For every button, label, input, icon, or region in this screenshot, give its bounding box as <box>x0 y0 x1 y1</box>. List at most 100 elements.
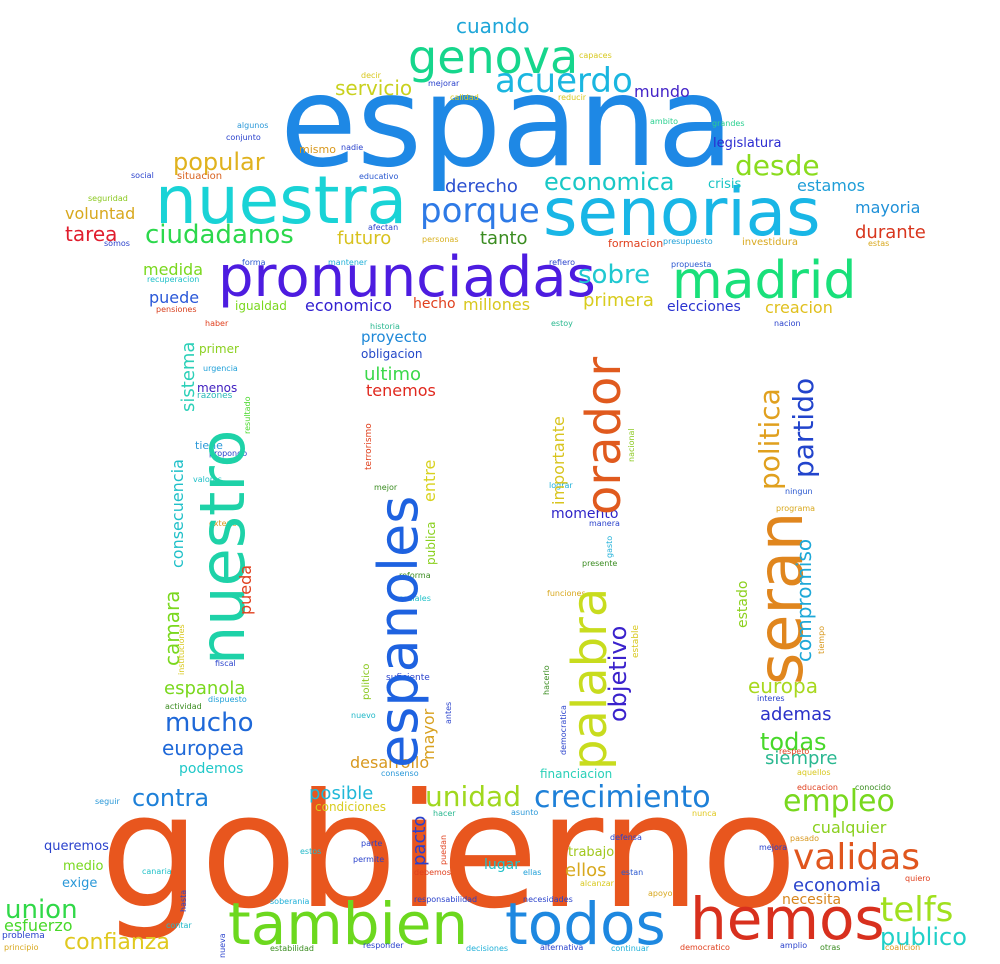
word-momento: momento <box>551 506 619 522</box>
word-nadie: nadie <box>341 143 364 152</box>
word-compromiso: compromiso <box>792 538 816 662</box>
word-ciudadanos: ciudadanos <box>145 220 294 250</box>
word-propuesta: propuesta <box>671 260 712 269</box>
word-gasto: gasto <box>605 535 614 558</box>
word-europa: europa <box>748 674 818 698</box>
word-estabilidad: estabilidad <box>270 944 314 953</box>
word-programa: programa <box>776 504 816 513</box>
word-porque: porque <box>420 191 540 231</box>
word-calidad: calidad <box>450 93 479 102</box>
word-mejorar: mejorar <box>428 79 460 88</box>
word-seguridad: seguridad <box>88 194 128 203</box>
word-quiero: quiero <box>905 874 931 883</box>
word-exterior: exterior <box>209 519 241 528</box>
word-economico: economico <box>305 296 392 315</box>
word-haber: haber <box>205 319 229 328</box>
word-espana: espana <box>280 50 734 195</box>
word-algunos: algunos <box>237 121 269 130</box>
word-politica: politica <box>753 388 786 490</box>
word-millones: millones <box>463 295 531 314</box>
word-ellos: ellos <box>565 860 607 881</box>
word-estos: estos <box>300 847 322 856</box>
word-economica: economica <box>544 168 675 196</box>
word-futuro: futuro <box>337 228 392 249</box>
word-cualquier: cualquier <box>812 818 887 837</box>
word-todas: todas <box>760 728 827 756</box>
word-mucho: mucho <box>165 708 254 738</box>
word-instituciones: instituciones <box>177 624 186 675</box>
word-problema: problema <box>2 931 45 941</box>
word-contar: contar <box>166 921 192 930</box>
word-hacerlo: hacerlo <box>542 665 551 695</box>
word-primera: primera <box>583 290 654 311</box>
word-unidad: unidad <box>425 780 521 813</box>
word-otras: otras <box>820 943 841 952</box>
word-mismo: mismo <box>299 143 336 156</box>
word-suficiente: suficiente <box>386 673 430 683</box>
word-mantener: mantener <box>328 258 368 267</box>
word-social: social <box>131 171 154 180</box>
word-grandes: grandes <box>712 119 745 128</box>
word-empleo: empleo <box>783 784 895 819</box>
word-trabajo: trabajo <box>568 845 615 860</box>
word-queremos: queremos <box>44 839 109 854</box>
word-respeto: respeto <box>779 747 810 756</box>
word-condiciones: condiciones <box>315 800 387 814</box>
word-derecho: derecho <box>445 176 518 197</box>
word-amplio: amplio <box>780 941 808 950</box>
word-tiene: tiene <box>195 439 223 452</box>
word-todos: todos <box>505 890 666 958</box>
word-nuevo: nuevo <box>351 711 376 720</box>
word-forma: forma <box>242 258 266 267</box>
word-politico: politico <box>361 663 372 700</box>
word-importante: importante <box>549 416 568 505</box>
word-necesita: necesita <box>782 892 842 908</box>
word-principio: principio <box>4 943 39 952</box>
word-hemos: hemos <box>690 885 885 953</box>
word-coalicion: coalicion <box>885 943 921 952</box>
word-ambito: ambito <box>650 117 679 126</box>
word-conjunto: conjunto <box>226 133 261 142</box>
word-defensa: defensa <box>610 833 642 842</box>
word-formacion: formacion <box>608 237 664 250</box>
word-crisis: crisis <box>708 177 742 192</box>
word-partido: partido <box>787 377 820 478</box>
word-esfuerzo: esfuerzo <box>4 916 73 935</box>
word-legislatura: legislatura <box>713 136 782 151</box>
word-decir: decir <box>361 71 381 80</box>
word-educacion: educacion <box>797 783 838 792</box>
word-podemos: podemos <box>179 761 244 777</box>
word-aquellos: aquellos <box>797 768 831 777</box>
word-resultado: resultado <box>243 396 252 434</box>
word-menos: menos <box>197 381 238 395</box>
word-consecuencia: consecuencia <box>168 459 187 568</box>
word-democratica: democratica <box>559 705 568 755</box>
word-union: union <box>5 895 78 925</box>
word-fiscal: fiscal <box>215 659 236 668</box>
word-igualdad: igualdad <box>235 299 287 313</box>
word-alternativa: alternativa <box>540 943 584 952</box>
word-tenemos: tenemos <box>366 381 436 400</box>
word-afectan: afectan <box>368 223 399 232</box>
word-continuar: continuar <box>611 944 650 953</box>
word-estable: estable <box>631 624 641 658</box>
word-acuerdo: acuerdo <box>495 61 633 101</box>
word-tanto: tanto <box>480 228 528 249</box>
word-cuando: cuando <box>456 14 530 38</box>
word-pasado: pasado <box>790 834 820 843</box>
word-consenso: consenso <box>381 769 419 778</box>
word-nueva: nueva <box>218 933 227 958</box>
word-parte: parte <box>361 839 383 848</box>
word-capaces: capaces <box>579 51 612 60</box>
word-telfs: telfs <box>880 890 954 930</box>
word-tiempo: tiempo <box>817 625 826 654</box>
word-europea: europea <box>162 736 245 760</box>
word-investidura: investidura <box>742 237 799 248</box>
word-valores: valores <box>193 475 222 484</box>
word-presupuesto: presupuesto <box>663 237 713 246</box>
word-permite: permite <box>353 855 385 864</box>
word-responsabilidad: responsabilidad <box>414 895 478 904</box>
word-estas: estas <box>868 239 890 248</box>
word-mayoria: mayoria <box>855 198 921 217</box>
